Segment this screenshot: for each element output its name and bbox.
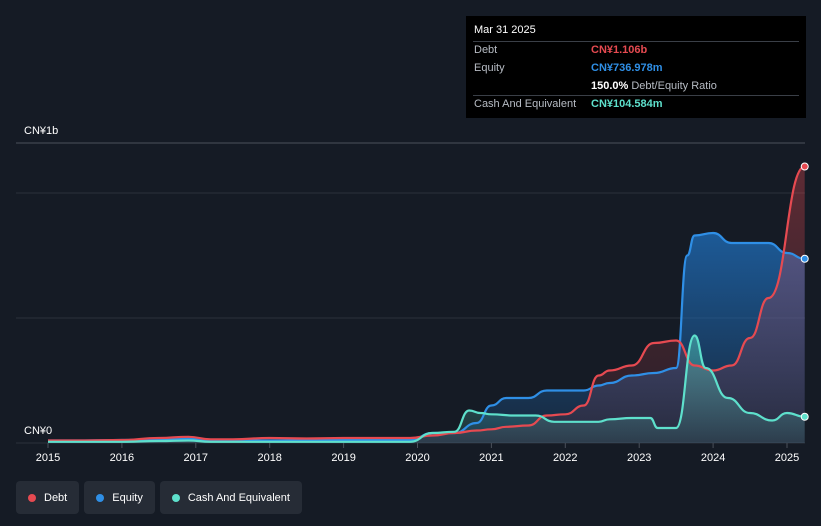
series-line — [48, 165, 806, 442]
x-tick-label: 2018 — [257, 452, 281, 464]
tooltip-label: Equity — [474, 62, 505, 74]
legend-dot-icon — [96, 493, 105, 502]
series-area — [48, 335, 805, 443]
series-end-marker — [800, 162, 809, 171]
tooltip-value: CN¥104.584m — [591, 98, 663, 110]
legend-label: Debt — [44, 491, 68, 504]
tooltip-ratio-value: 150.0% — [591, 80, 629, 92]
tooltip-row-cash: Cash And Equivalent CN¥104.584m — [473, 95, 799, 113]
x-tick-label: 2020 — [405, 452, 429, 464]
series-end-marker — [800, 412, 809, 421]
legend-label: Equity — [112, 491, 143, 504]
end-markers — [800, 162, 809, 421]
legend-item-cash[interactable]: Cash And Equivalent — [159, 481, 302, 514]
x-tick-label: 2023 — [627, 452, 651, 464]
legend-item-debt[interactable]: Debt — [16, 481, 80, 514]
y-axis-bottom-label: CN¥0 — [24, 425, 53, 437]
tooltip-date: Mar 31 2025 — [474, 24, 536, 36]
x-tick-label: 2022 — [553, 452, 577, 464]
series-line — [47, 334, 805, 443]
x-tick-label: 2024 — [701, 452, 725, 464]
series-areas — [48, 166, 805, 443]
x-axis: 2015 2016 2017 2018 2019 2020 2021 2022 2023 2024… — [36, 443, 799, 464]
tooltip-value: CN¥736.978m — [591, 62, 663, 74]
tooltip-row-debt: Debt CN¥1.106b — [473, 41, 799, 59]
series-end-marker — [800, 254, 809, 263]
x-tick-label: 2016 — [110, 452, 134, 464]
legend-label: Cash And Equivalent — [187, 491, 290, 504]
legend-dot-icon — [28, 493, 36, 502]
tooltip-row-equity: Equity CN¥736.978m — [473, 59, 799, 77]
x-tick-label: 2017 — [184, 452, 208, 464]
tooltip-row-ratio: 150.0% Debt/Equity Ratio — [473, 77, 799, 95]
legend-item-equity[interactable]: Equity — [84, 481, 155, 514]
tooltip-label: Cash And Equivalent — [474, 98, 577, 110]
legend-dot-icon — [171, 493, 180, 502]
x-tick-label: 2025 — [775, 452, 799, 464]
x-tick-label: 2021 — [479, 452, 503, 464]
y-axis-top-label: CN¥1b — [24, 125, 59, 137]
tooltip-label: Debt — [474, 44, 498, 56]
tooltip-ratio-suffix: Debt/Equity Ratio — [631, 80, 717, 92]
legend: Debt Equity Cash And Equivalent — [16, 481, 302, 514]
x-tick-label: 2019 — [331, 452, 355, 464]
series-lines — [47, 165, 806, 443]
tooltip-panel: Mar 31 2025 Debt CN¥1.106b Equity CN¥736… — [466, 16, 806, 118]
series-area — [48, 166, 805, 443]
x-tick-label: 2015 — [36, 452, 60, 464]
tooltip-value: CN¥1.106b — [591, 44, 648, 56]
tooltip-ratio: 150.0% Debt/Equity Ratio — [591, 78, 717, 94]
